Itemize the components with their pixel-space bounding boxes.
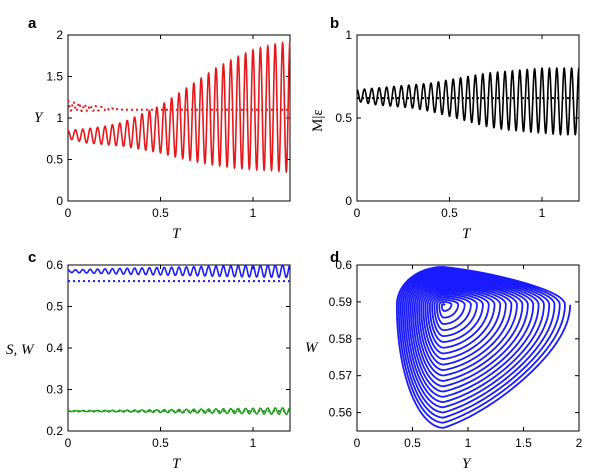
panel-a-label: a: [28, 15, 37, 32]
panel-a-ytick-label: 0.5: [46, 153, 63, 167]
panel-c: c S, W T: [6, 249, 291, 472]
panel-b-series-line: [356, 66, 580, 136]
panel-c-xtick-label: 1: [250, 436, 257, 450]
panel-d-ylabel: W: [305, 340, 319, 356]
panel-a-xtick-label: 1: [250, 206, 257, 220]
panel-a-ytick-label: 0: [56, 194, 63, 208]
panel-d-ytick-label: 0.6: [335, 258, 352, 272]
panel-c-ytick-label: 0.4: [46, 341, 63, 355]
panel-a-series-line: [67, 41, 291, 174]
panel-b-xtick-label: 0: [354, 206, 361, 220]
panel-a-axes: [67, 34, 291, 202]
panel-a-ytick-label: 1.5: [46, 70, 63, 84]
panel-d-ytick-label: 0.58: [329, 332, 353, 346]
panel-c-xtick-label: 0: [65, 436, 72, 450]
panel-a-xtick-label: 0.5: [152, 206, 169, 220]
panel-b-xlabel: T: [462, 226, 472, 242]
panel-d-xtick-label: 2: [576, 436, 583, 450]
panel-c-xtick-label: 0.5: [152, 436, 169, 450]
panel-a-xlabel: T: [172, 226, 182, 242]
panel-a-series-dotted: [67, 99, 290, 113]
panel-b-label: b: [330, 15, 339, 32]
panel-d-xlabel: Y: [462, 456, 472, 472]
panel-d-trajectory: [395, 266, 572, 429]
panel-a-ylabel: Y: [34, 110, 44, 126]
panel-d-xtick-label: 0.5: [404, 436, 421, 450]
panel-c-series-line: [68, 264, 291, 279]
panel-d-xtick-label: 1.5: [515, 436, 532, 450]
panel-b-ytick-label: 0: [345, 194, 352, 208]
panel-c-ytick-label: 0.6: [46, 258, 63, 272]
panel-c-ytick-label: 0.2: [46, 424, 63, 438]
panel-d-xtick-label: 0: [354, 436, 361, 450]
panel-d-label: d: [330, 249, 339, 266]
panel-c-xlabel: T: [172, 456, 182, 472]
panel-a-xtick-label: 0: [65, 206, 72, 220]
panel-a-ytick-label: 1: [56, 111, 63, 125]
panel-b-axes: [356, 34, 580, 202]
panel-d-ytick-label: 0.56: [329, 406, 353, 420]
panel-c-label: c: [28, 249, 36, 266]
panel-d-ytick-label: 0.59: [329, 295, 353, 309]
panel-b-ytick-label: 0.5: [335, 111, 352, 125]
panel-d-ytick-label: 0.57: [329, 369, 353, 383]
panel-c-ytick-label: 0.3: [46, 383, 63, 397]
panel-b-xtick-label: 1: [539, 206, 546, 220]
panel-c-ytick-label: 0.5: [46, 300, 63, 314]
panel-b-ytick-label: 1: [345, 28, 352, 42]
panel-c-ylabel: S, W: [6, 342, 35, 358]
panel-d-xtick-label: 1: [465, 436, 472, 450]
panel-a-ytick-label: 2: [56, 28, 63, 42]
panel-b-ylabel: M|ε: [310, 109, 326, 132]
panel-c-axes: [67, 264, 291, 432]
panel-b-xtick-label: 0.5: [441, 206, 458, 220]
